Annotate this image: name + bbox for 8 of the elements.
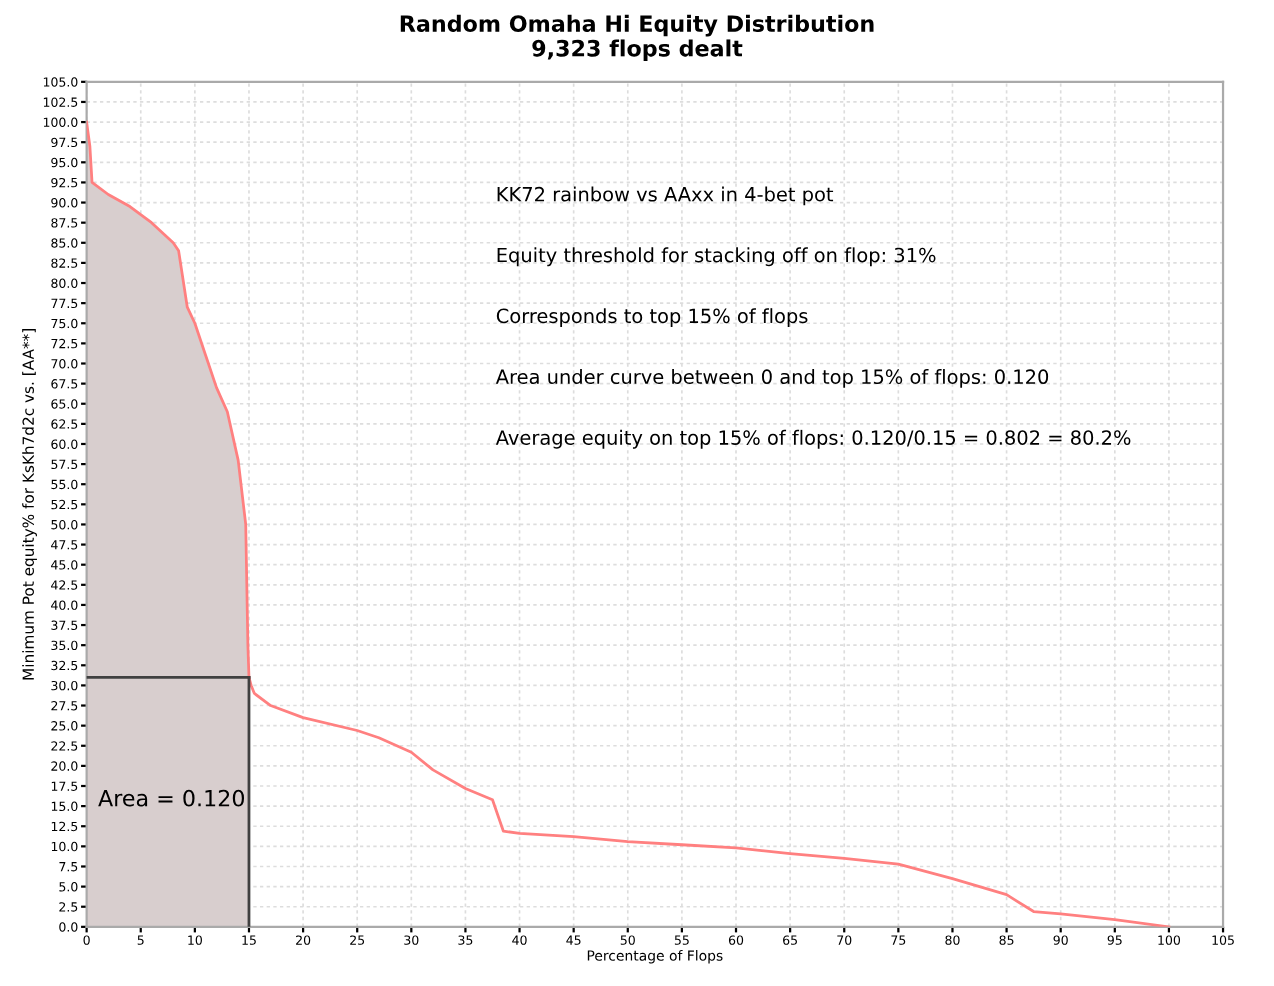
annotation: Average equity on top 15% of flops: 0.120/0.15 = 0.802 = 80.2% — [495, 429, 1131, 449]
chart-subtitle: 9,323 flops dealt — [532, 39, 743, 61]
annotation: KK72 rainbow vs AAxx in 4-bet pot — [497, 186, 834, 206]
annotation: Area under curve between 0 and top 15% of flops: 0.120 — [495, 369, 1049, 388]
annotation: Corresponds to top 15% of flops — [496, 308, 808, 327]
chart-title: Random Omaha Hi Equity Distribution — [400, 14, 874, 37]
annotation: Equity threshold for stacking off on flop: 31% — [497, 247, 936, 267]
annotation: Area = 0.120 — [98, 789, 245, 807]
